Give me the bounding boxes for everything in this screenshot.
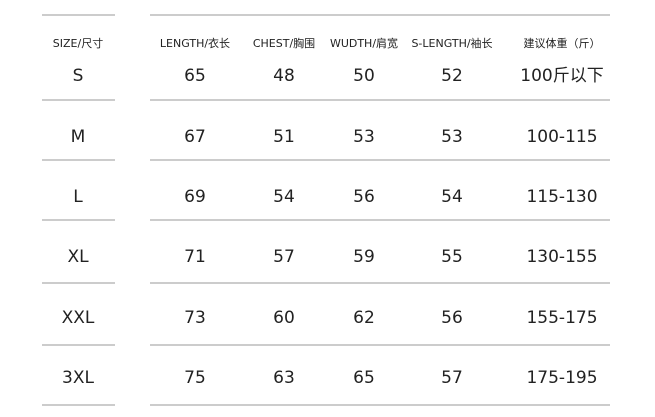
cell-value: 69 xyxy=(184,187,206,207)
size-label: M xyxy=(71,127,86,147)
cell-value: 100-115 xyxy=(526,127,597,147)
cell-value: 73 xyxy=(184,308,206,328)
cell-value: 63 xyxy=(273,368,295,388)
cell-value: 65 xyxy=(353,368,375,388)
size-label: XXL xyxy=(62,308,95,328)
column-header: WUDTH/肩宽 xyxy=(330,36,398,50)
cell-value: 60 xyxy=(273,308,295,328)
cell-value: 53 xyxy=(353,127,375,147)
cell-value: 130-155 xyxy=(526,247,597,267)
cell-value: 100斤以下 xyxy=(520,66,603,86)
column-header: CHEST/胸围 xyxy=(253,36,315,50)
cell-value: 67 xyxy=(184,127,206,147)
cell-value: 115-130 xyxy=(526,187,597,207)
cell-value: 155-175 xyxy=(526,308,597,328)
cell-value: 54 xyxy=(441,187,463,207)
cell-value: 52 xyxy=(441,66,463,86)
cell-value: 51 xyxy=(273,127,295,147)
cell-value: 50 xyxy=(353,66,375,86)
cell-value: 54 xyxy=(273,187,295,207)
cell-value: 65 xyxy=(184,66,206,86)
size-label: 3XL xyxy=(62,368,94,388)
cell-value: 57 xyxy=(441,368,463,388)
column-header: LENGTH/衣长 xyxy=(160,36,230,50)
cell-value: 56 xyxy=(441,308,463,328)
cell-value: 75 xyxy=(184,368,206,388)
cell-value: 53 xyxy=(441,127,463,147)
cell-value: 48 xyxy=(273,66,295,86)
column-header: SIZE/尺寸 xyxy=(53,36,103,50)
size-label: L xyxy=(73,187,83,207)
column-header: 建议体重（斤） xyxy=(524,36,601,50)
cell-value: 57 xyxy=(273,247,295,267)
cell-value: 71 xyxy=(184,247,206,267)
cell-value: 59 xyxy=(353,247,375,267)
cell-value: 175-195 xyxy=(526,368,597,388)
size-label: XL xyxy=(67,247,89,267)
cell-value: 56 xyxy=(353,187,375,207)
column-header: S-LENGTH/袖长 xyxy=(411,36,492,50)
cell-value: 62 xyxy=(353,308,375,328)
cell-value: 55 xyxy=(441,247,463,267)
size-label: S xyxy=(73,66,84,86)
